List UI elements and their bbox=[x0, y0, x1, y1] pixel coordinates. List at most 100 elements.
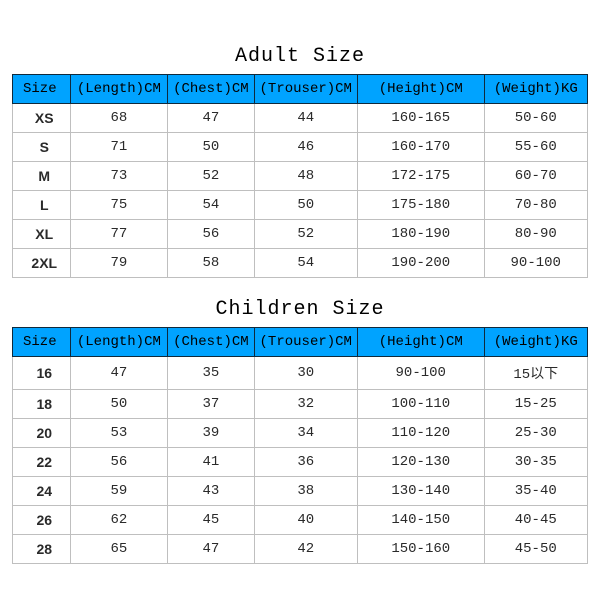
table-row: 18503732100-11015-25 bbox=[13, 390, 588, 419]
table-cell: S bbox=[13, 133, 71, 162]
adult-table: Size (Length)CM (Chest)CM (Trouser)CM (H… bbox=[12, 74, 588, 278]
table-cell: 52 bbox=[168, 162, 254, 191]
table-cell: 56 bbox=[70, 448, 168, 477]
table-cell: 73 bbox=[70, 162, 168, 191]
children-header-row: Size (Length)CM (Chest)CM (Trouser)CM (H… bbox=[13, 328, 588, 357]
table-row: XL775652180-19080-90 bbox=[13, 220, 588, 249]
table-cell: 100-110 bbox=[358, 390, 485, 419]
table-cell: 47 bbox=[168, 535, 254, 564]
col-size: Size bbox=[13, 75, 71, 104]
table-cell: 54 bbox=[254, 249, 358, 278]
table-cell: 48 bbox=[254, 162, 358, 191]
table-cell: 50 bbox=[168, 133, 254, 162]
col-height: (Height)CM bbox=[358, 328, 485, 357]
table-cell: 60-70 bbox=[484, 162, 588, 191]
table-cell: 15以下 bbox=[484, 357, 588, 390]
table-cell: 39 bbox=[168, 419, 254, 448]
col-trouser: (Trouser)CM bbox=[254, 75, 358, 104]
table-cell: 120-130 bbox=[358, 448, 485, 477]
table-cell: M bbox=[13, 162, 71, 191]
col-height: (Height)CM bbox=[358, 75, 485, 104]
table-cell: 47 bbox=[168, 104, 254, 133]
children-body: 1647353090-10015以下18503732100-11015-2520… bbox=[13, 357, 588, 564]
table-cell: 50-60 bbox=[484, 104, 588, 133]
col-length: (Length)CM bbox=[70, 75, 168, 104]
col-trouser: (Trouser)CM bbox=[254, 328, 358, 357]
table-cell: 90-100 bbox=[358, 357, 485, 390]
table-cell: 79 bbox=[70, 249, 168, 278]
table-cell: 50 bbox=[70, 390, 168, 419]
table-cell: 110-120 bbox=[358, 419, 485, 448]
adult-title: Adult Size bbox=[12, 25, 588, 74]
table-cell: XL bbox=[13, 220, 71, 249]
table-cell: 42 bbox=[254, 535, 358, 564]
table-cell: 52 bbox=[254, 220, 358, 249]
col-weight: (Weight)KG bbox=[484, 75, 588, 104]
table-cell: 190-200 bbox=[358, 249, 485, 278]
table-cell: 30-35 bbox=[484, 448, 588, 477]
table-cell: 2XL bbox=[13, 249, 71, 278]
table-cell: 55-60 bbox=[484, 133, 588, 162]
table-cell: 46 bbox=[254, 133, 358, 162]
table-row: 28654742150-16045-50 bbox=[13, 535, 588, 564]
table-cell: 68 bbox=[70, 104, 168, 133]
table-cell: XS bbox=[13, 104, 71, 133]
table-cell: 20 bbox=[13, 419, 71, 448]
table-cell: 45 bbox=[168, 506, 254, 535]
table-cell: 18 bbox=[13, 390, 71, 419]
table-cell: 16 bbox=[13, 357, 71, 390]
table-cell: 71 bbox=[70, 133, 168, 162]
table-row: 2XL795854190-20090-100 bbox=[13, 249, 588, 278]
table-cell: 43 bbox=[168, 477, 254, 506]
table-row: 24594338130-14035-40 bbox=[13, 477, 588, 506]
table-cell: 38 bbox=[254, 477, 358, 506]
table-cell: 28 bbox=[13, 535, 71, 564]
table-cell: 54 bbox=[168, 191, 254, 220]
table-cell: 53 bbox=[70, 419, 168, 448]
table-cell: 58 bbox=[168, 249, 254, 278]
col-weight: (Weight)KG bbox=[484, 328, 588, 357]
table-cell: 26 bbox=[13, 506, 71, 535]
table-cell: L bbox=[13, 191, 71, 220]
size-chart: Adult Size Size (Length)CM (Chest)CM (Tr… bbox=[0, 0, 600, 600]
table-row: M735248172-17560-70 bbox=[13, 162, 588, 191]
col-size: Size bbox=[13, 328, 71, 357]
table-cell: 160-170 bbox=[358, 133, 485, 162]
table-cell: 15-25 bbox=[484, 390, 588, 419]
table-cell: 35 bbox=[168, 357, 254, 390]
table-row: 26624540140-15040-45 bbox=[13, 506, 588, 535]
adult-header-row: Size (Length)CM (Chest)CM (Trouser)CM (H… bbox=[13, 75, 588, 104]
table-cell: 62 bbox=[70, 506, 168, 535]
children-title: Children Size bbox=[12, 278, 588, 327]
col-chest: (Chest)CM bbox=[168, 75, 254, 104]
table-cell: 25-30 bbox=[484, 419, 588, 448]
table-cell: 30 bbox=[254, 357, 358, 390]
table-cell: 160-165 bbox=[358, 104, 485, 133]
table-row: S715046160-17055-60 bbox=[13, 133, 588, 162]
table-cell: 45-50 bbox=[484, 535, 588, 564]
table-cell: 37 bbox=[168, 390, 254, 419]
table-cell: 35-40 bbox=[484, 477, 588, 506]
table-row: 20533934110-12025-30 bbox=[13, 419, 588, 448]
table-cell: 65 bbox=[70, 535, 168, 564]
table-cell: 175-180 bbox=[358, 191, 485, 220]
table-cell: 24 bbox=[13, 477, 71, 506]
table-cell: 140-150 bbox=[358, 506, 485, 535]
table-row: 1647353090-10015以下 bbox=[13, 357, 588, 390]
table-row: XS684744160-16550-60 bbox=[13, 104, 588, 133]
col-chest: (Chest)CM bbox=[168, 328, 254, 357]
table-cell: 75 bbox=[70, 191, 168, 220]
table-cell: 41 bbox=[168, 448, 254, 477]
table-cell: 50 bbox=[254, 191, 358, 220]
table-row: 22564136120-13030-35 bbox=[13, 448, 588, 477]
table-row: L755450175-18070-80 bbox=[13, 191, 588, 220]
table-cell: 40 bbox=[254, 506, 358, 535]
adult-body: XS684744160-16550-60S715046160-17055-60M… bbox=[13, 104, 588, 278]
table-cell: 59 bbox=[70, 477, 168, 506]
table-cell: 77 bbox=[70, 220, 168, 249]
table-cell: 44 bbox=[254, 104, 358, 133]
table-cell: 36 bbox=[254, 448, 358, 477]
table-cell: 150-160 bbox=[358, 535, 485, 564]
table-cell: 80-90 bbox=[484, 220, 588, 249]
table-cell: 90-100 bbox=[484, 249, 588, 278]
